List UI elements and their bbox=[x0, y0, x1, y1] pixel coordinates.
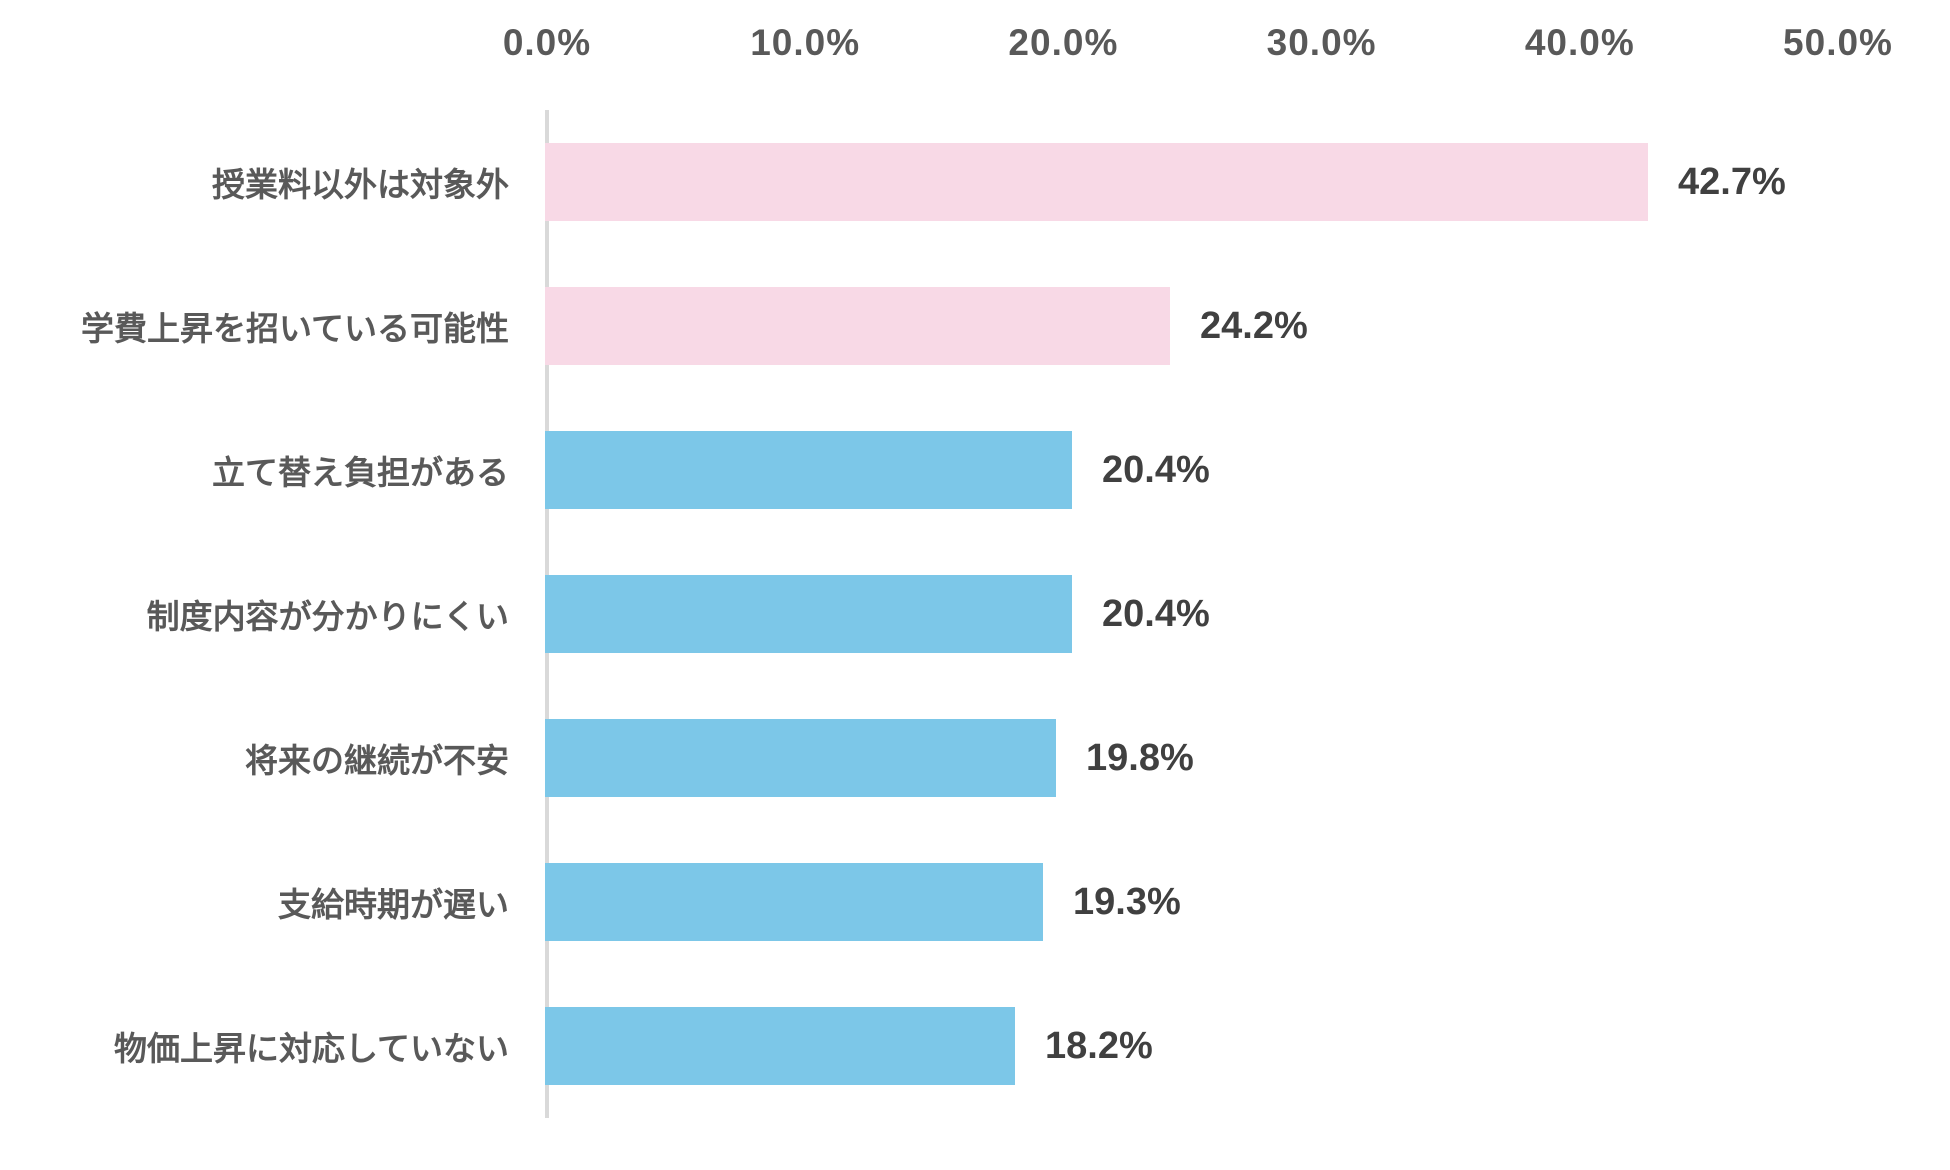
bar-row: 立て替え負担がある 20.4% bbox=[0, 398, 1950, 542]
value-label: 24.2% bbox=[1200, 304, 1308, 347]
bar-row: 制度内容が分かりにくい 20.4% bbox=[0, 542, 1950, 686]
value-label: 42.7% bbox=[1678, 160, 1786, 203]
bar bbox=[545, 719, 1056, 797]
plot-area: 授業料以外は対象外 42.7% 学費上昇を招いている可能性 24.2% 立て替え… bbox=[0, 110, 1950, 1120]
bar-zone: 18.2% bbox=[545, 974, 1950, 1118]
x-axis-tick: 20.0% bbox=[1008, 22, 1119, 63]
category-label: 立て替え負担がある bbox=[212, 454, 509, 491]
value-label: 18.2% bbox=[1045, 1024, 1153, 1067]
x-axis-tick: 30.0% bbox=[1266, 22, 1377, 63]
category-label: 学費上昇を招いている可能性 bbox=[80, 310, 509, 347]
x-axis-tick: 40.0% bbox=[1524, 22, 1635, 63]
value-label: 19.3% bbox=[1073, 880, 1181, 923]
bar-rows: 授業料以外は対象外 42.7% 学費上昇を招いている可能性 24.2% 立て替え… bbox=[0, 110, 1950, 1118]
x-axis-tick-labels: 0.0% 10.0% 20.0% 30.0% 40.0% 50.0% bbox=[0, 0, 1950, 90]
bar-zone: 20.4% bbox=[545, 398, 1950, 542]
bar-zone: 19.3% bbox=[545, 830, 1950, 974]
x-axis-tick: 10.0% bbox=[750, 22, 861, 63]
bar-row: 授業料以外は対象外 42.7% bbox=[0, 110, 1950, 254]
category-label: 授業料以外は対象外 bbox=[212, 166, 509, 203]
bar-row: 物価上昇に対応していない 18.2% bbox=[0, 974, 1950, 1118]
category-label: 将来の継続が不安 bbox=[245, 742, 509, 779]
bar bbox=[545, 143, 1648, 221]
category-label: 制度内容が分かりにくい bbox=[146, 598, 509, 635]
value-label: 20.4% bbox=[1102, 592, 1210, 635]
bar-zone: 42.7% bbox=[545, 110, 1950, 254]
value-label: 20.4% bbox=[1102, 448, 1210, 491]
value-label: 19.8% bbox=[1086, 736, 1194, 779]
bar-row: 学費上昇を招いている可能性 24.2% bbox=[0, 254, 1950, 398]
category-label: 支給時期が遅い bbox=[278, 886, 509, 923]
bar bbox=[545, 863, 1043, 941]
bar-zone: 19.8% bbox=[545, 686, 1950, 830]
bar bbox=[545, 575, 1072, 653]
bar bbox=[545, 1007, 1015, 1085]
bar-row: 支給時期が遅い 19.3% bbox=[0, 830, 1950, 974]
category-label: 物価上昇に対応していない bbox=[113, 1030, 509, 1067]
x-axis-tick: 0.0% bbox=[502, 22, 592, 63]
bar bbox=[545, 287, 1170, 365]
bar-zone: 20.4% bbox=[545, 542, 1950, 686]
x-axis-tick: 50.0% bbox=[1783, 22, 1893, 63]
bar-zone: 24.2% bbox=[545, 254, 1950, 398]
bar bbox=[545, 431, 1072, 509]
bar-row: 将来の継続が不安 19.8% bbox=[0, 686, 1950, 830]
